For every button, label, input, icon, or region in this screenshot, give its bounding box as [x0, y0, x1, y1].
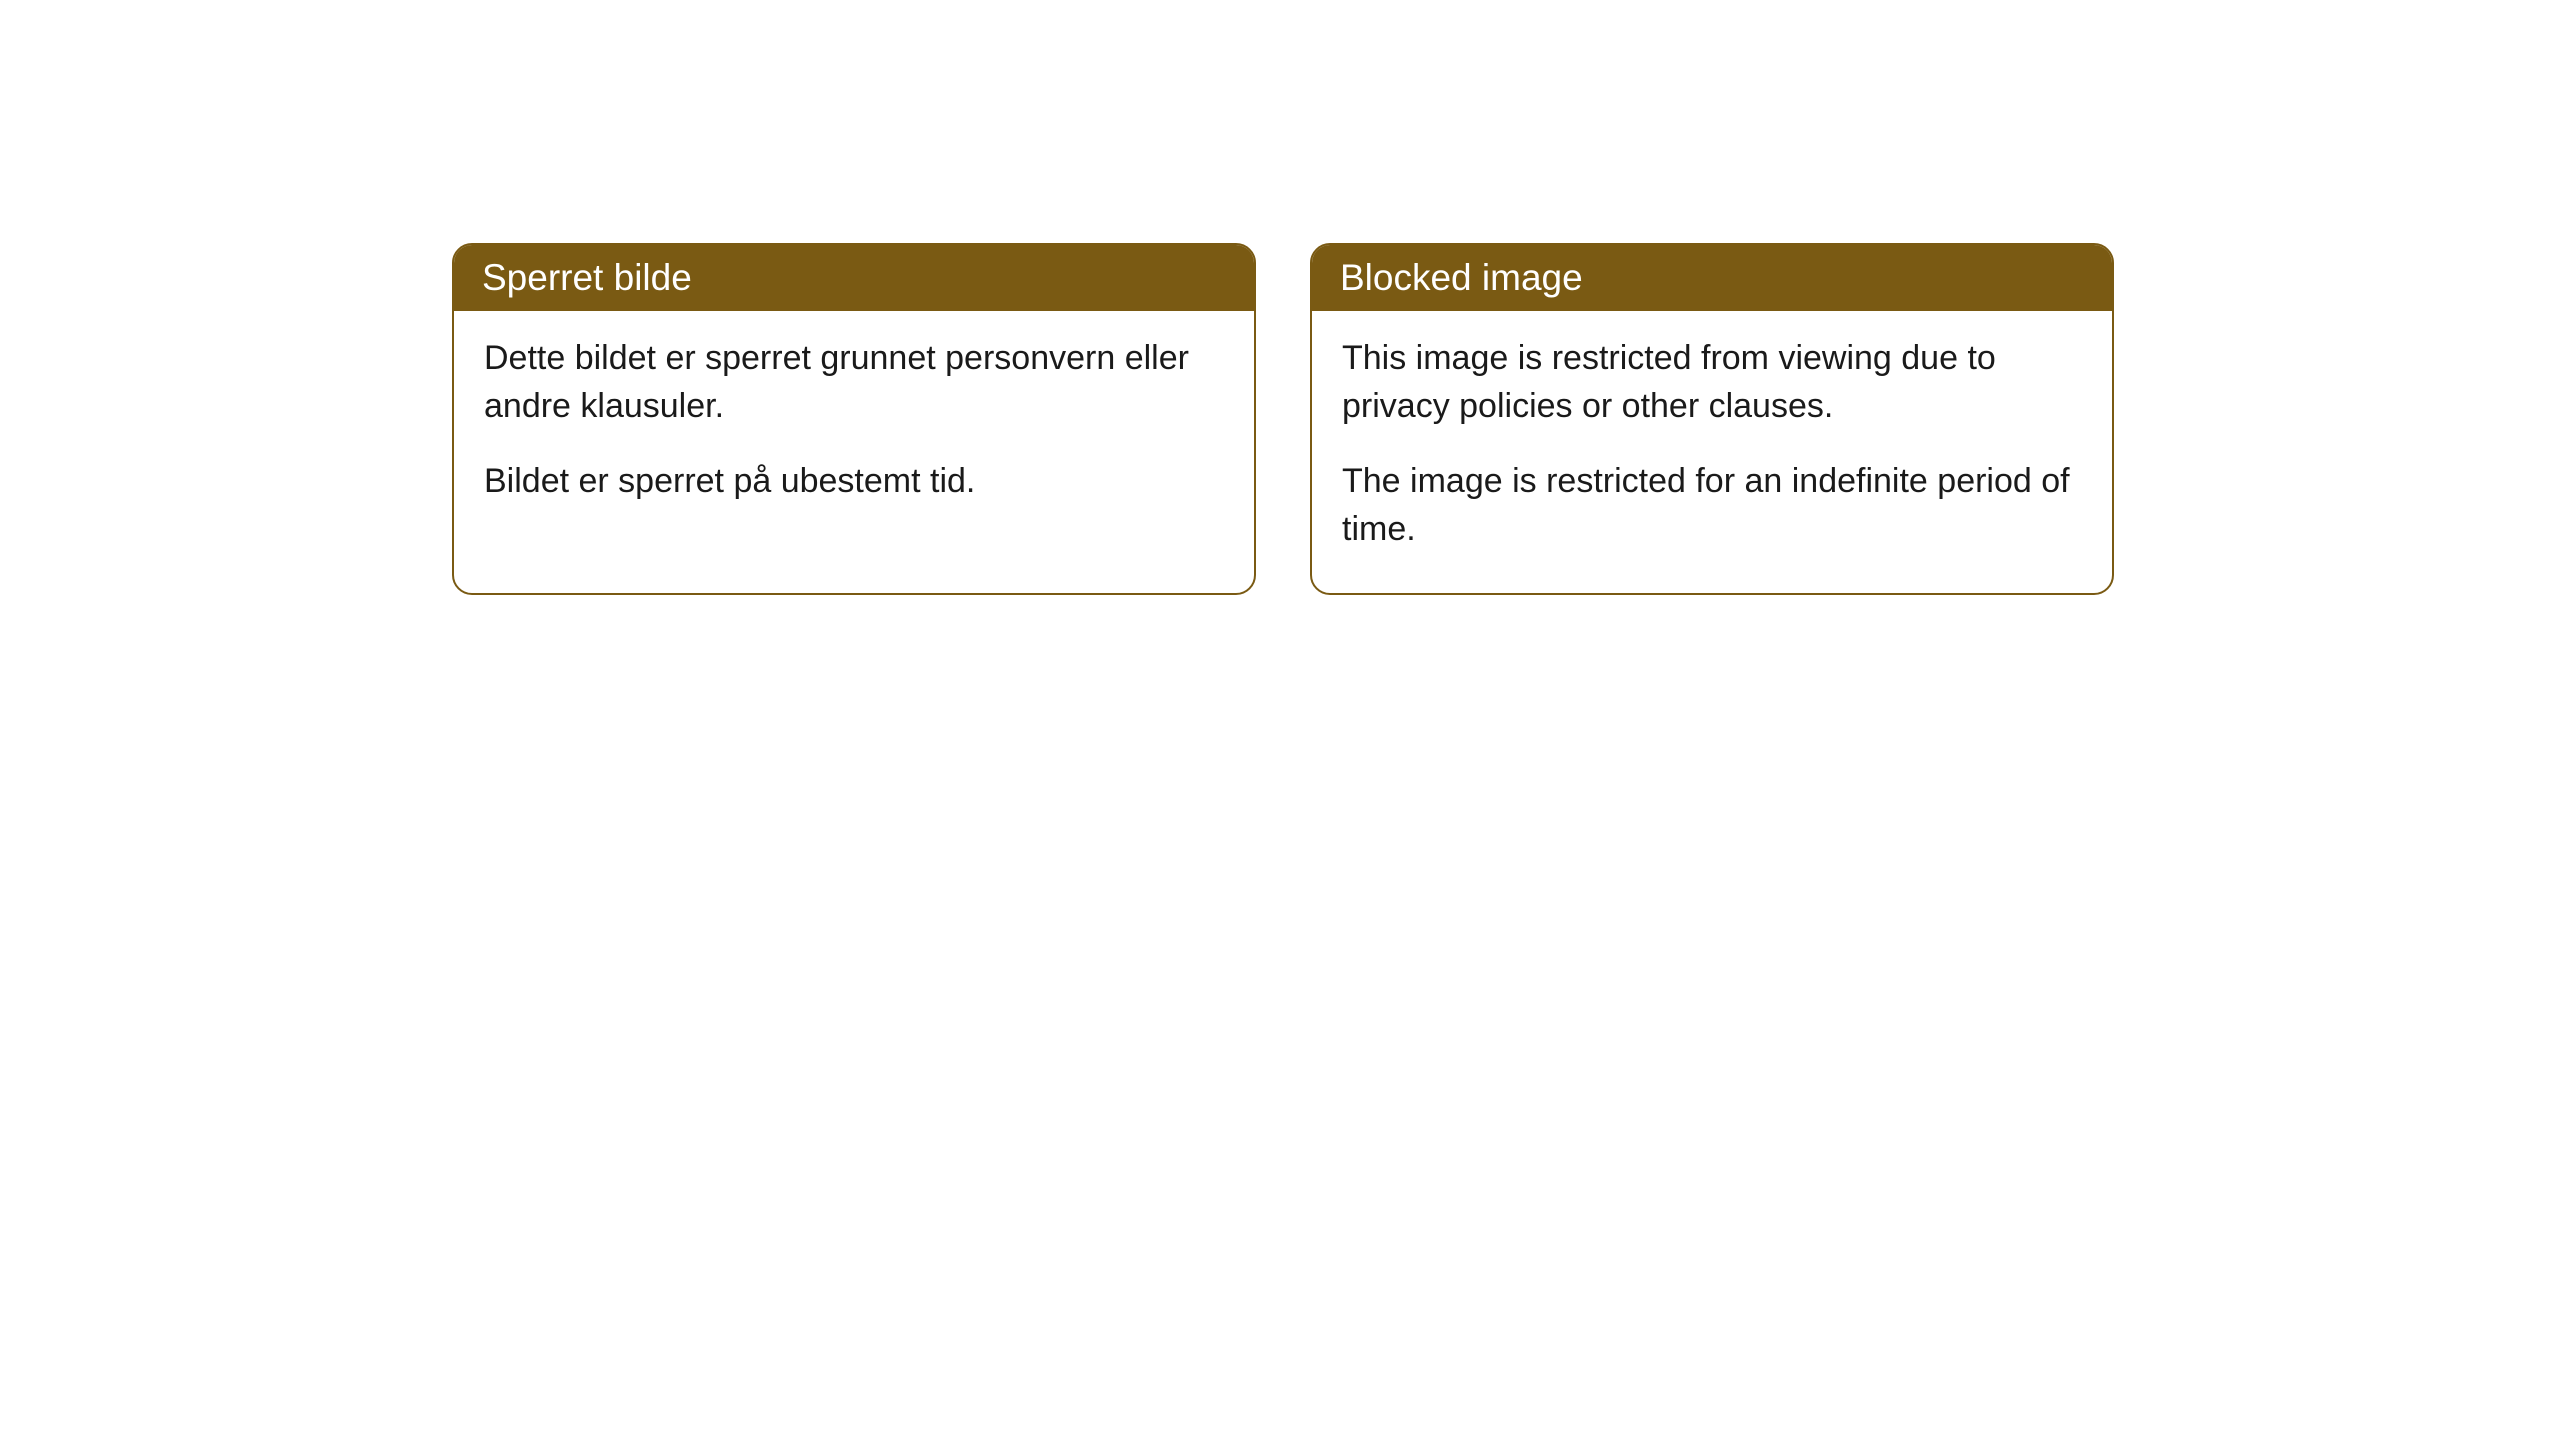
card-paragraph1-norwegian: Dette bildet er sperret grunnet personve… [484, 335, 1224, 430]
card-body-norwegian: Dette bildet er sperret grunnet personve… [454, 311, 1254, 546]
card-header-norwegian: Sperret bilde [454, 245, 1254, 311]
card-paragraph1-english: This image is restricted from viewing du… [1342, 335, 2082, 430]
notice-container: Sperret bilde Dette bildet er sperret gr… [452, 243, 2114, 595]
notice-card-norwegian: Sperret bilde Dette bildet er sperret gr… [452, 243, 1256, 595]
notice-card-english: Blocked image This image is restricted f… [1310, 243, 2114, 595]
card-paragraph2-english: The image is restricted for an indefinit… [1342, 458, 2082, 553]
card-body-english: This image is restricted from viewing du… [1312, 311, 2112, 593]
card-title-norwegian: Sperret bilde [482, 257, 692, 298]
card-paragraph2-norwegian: Bildet er sperret på ubestemt tid. [484, 458, 1224, 506]
card-header-english: Blocked image [1312, 245, 2112, 311]
card-title-english: Blocked image [1340, 257, 1583, 298]
